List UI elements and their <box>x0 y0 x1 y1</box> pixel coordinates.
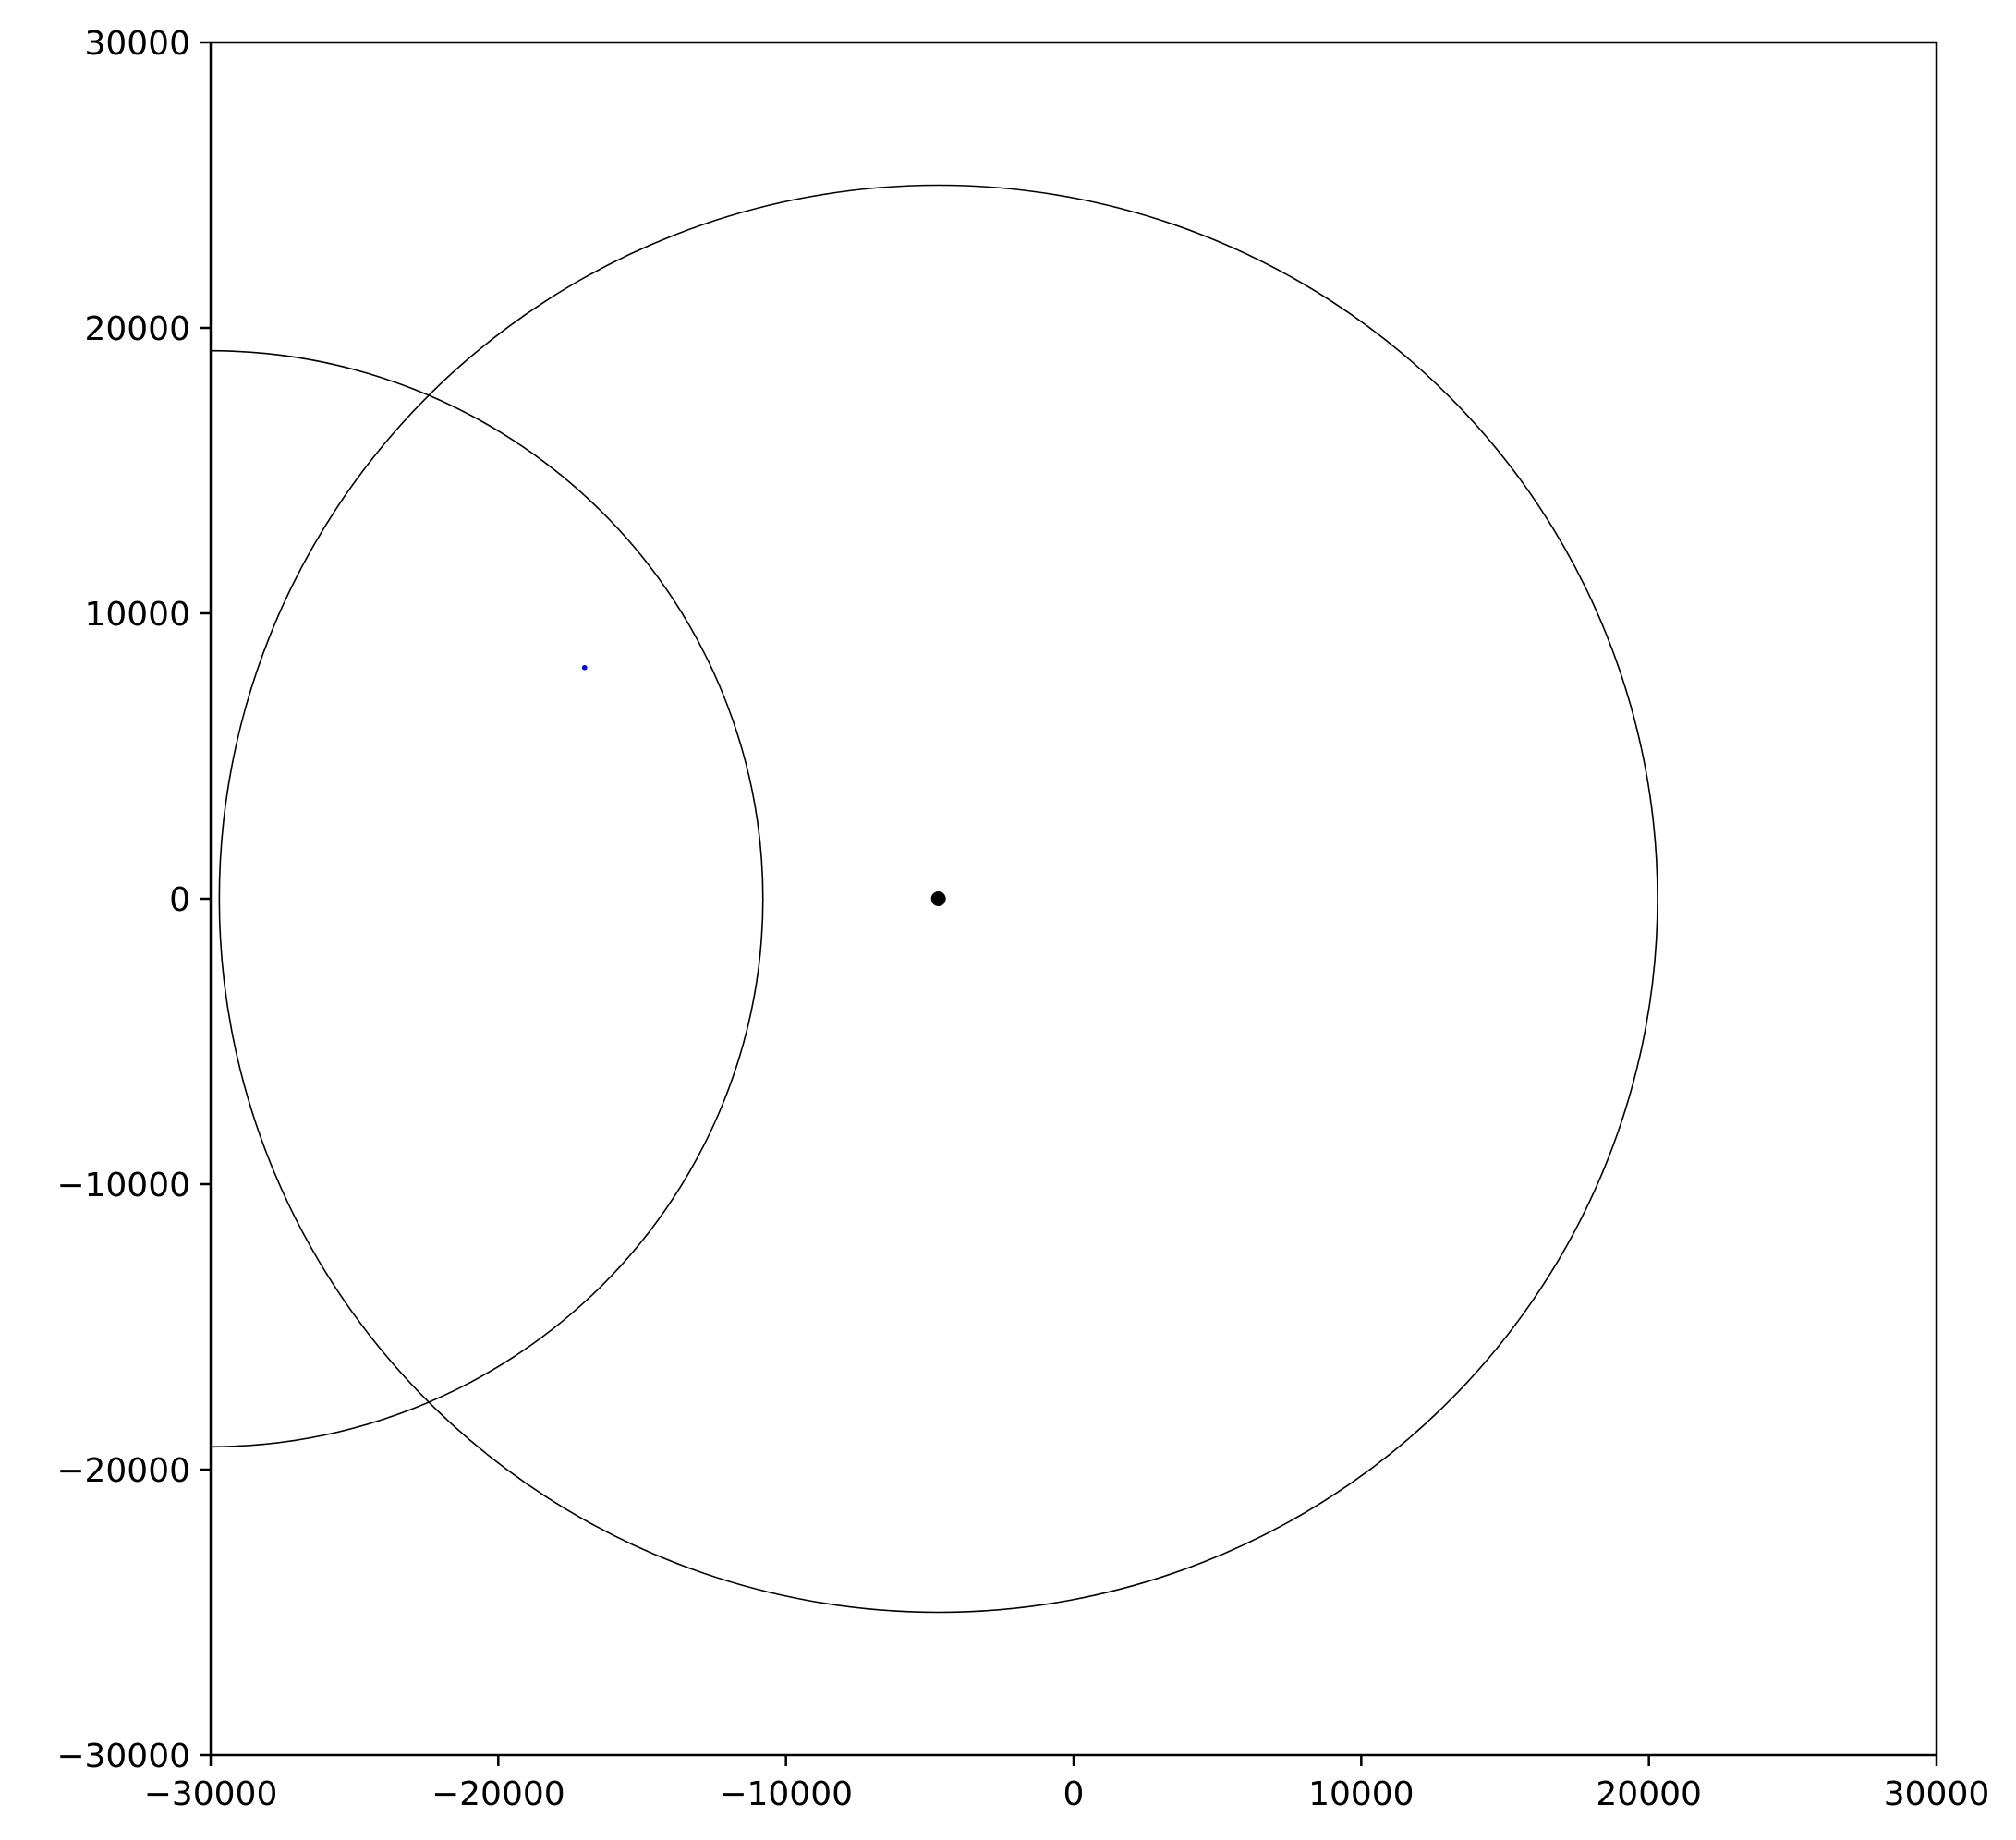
x-tick-label: −30000 <box>144 1775 278 1813</box>
x-axis: −30000 −20000 −10000 0 10000 20000 30000 <box>144 1755 1990 1813</box>
y-tick-label: −20000 <box>56 1452 190 1490</box>
y-tick-label: −30000 <box>56 1737 190 1775</box>
x-tick-label: 30000 <box>1884 1775 1990 1813</box>
circle-layer <box>211 184 1658 1614</box>
circle-2 <box>211 350 764 1447</box>
data-point-2 <box>581 664 588 671</box>
circle-1 <box>218 184 1658 1614</box>
y-tick-label: 20000 <box>84 310 190 348</box>
y-tick-label: 0 <box>169 881 190 919</box>
point-layer <box>581 664 946 906</box>
y-tick-label: −10000 <box>56 1167 190 1204</box>
data-point-1 <box>930 891 946 906</box>
x-tick-label: −20000 <box>431 1775 565 1813</box>
y-tick-label: 30000 <box>84 25 190 63</box>
x-tick-label: 20000 <box>1596 1775 1702 1813</box>
y-axis: −30000 −20000 −10000 0 10000 20000 30000 <box>56 25 211 1775</box>
x-tick-label: −10000 <box>719 1775 853 1813</box>
plot-frame <box>209 41 1938 1757</box>
y-tick-label: 10000 <box>84 596 190 634</box>
x-tick-label: 0 <box>1063 1775 1085 1813</box>
x-tick-label: 10000 <box>1308 1775 1415 1813</box>
